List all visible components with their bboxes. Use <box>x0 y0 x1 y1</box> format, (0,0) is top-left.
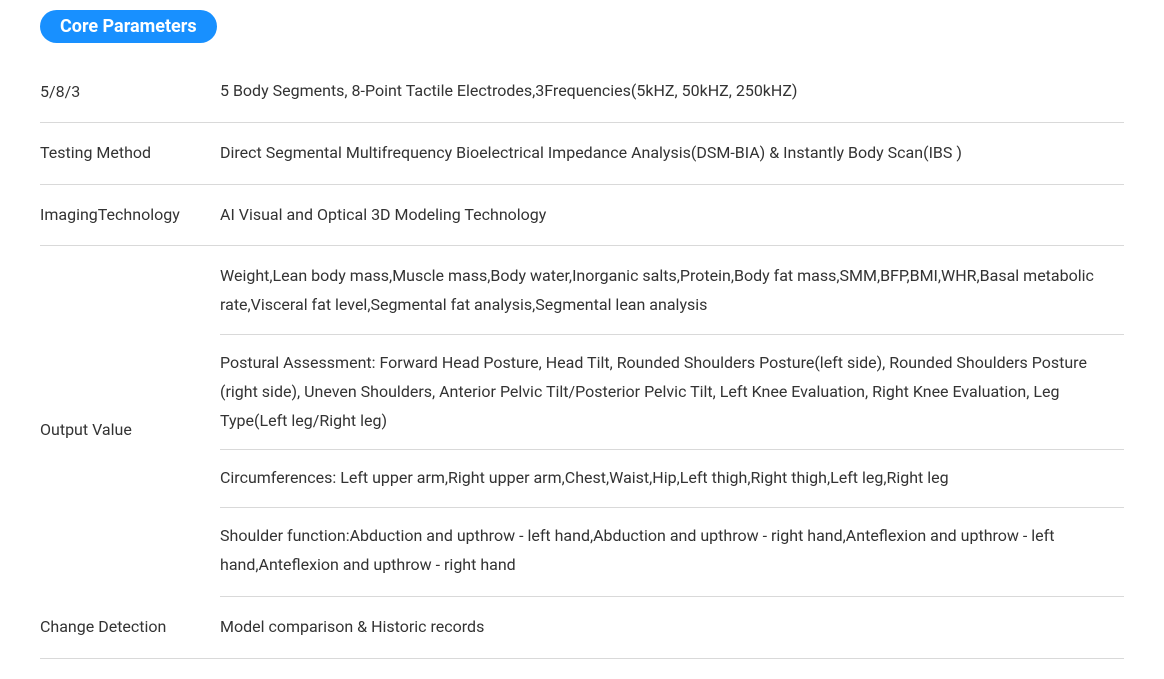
row-subvalue: Circumferences: Left upper arm,Right upp… <box>220 450 1124 508</box>
row-value: AI Visual and Optical 3D Modeling Techno… <box>220 201 1124 230</box>
row-subvalue: Shoulder function:Abduction and upthrow … <box>220 508 1124 597</box>
row-subvalue: Postural Assessment: Forward Head Postur… <box>220 335 1124 450</box>
section-title-badge: Core Parameters <box>40 10 217 43</box>
row-label: Output Value <box>40 262 220 596</box>
row-label: 5/8/3 <box>40 77 220 106</box>
row-label: Testing Method <box>40 139 220 168</box>
table-row: ImagingTechnology AI Visual and Optical … <box>40 185 1124 247</box>
table-row: Output Value Weight,Lean body mass,Muscl… <box>40 246 1124 596</box>
table-row: 5/8/3 5 Body Segments, 8-Point Tactile E… <box>40 61 1124 123</box>
table-row: Testing Method Direct Segmental Multifre… <box>40 123 1124 185</box>
row-subvalue: Weight,Lean body mass,Muscle mass,Body w… <box>220 262 1124 335</box>
parameters-table: 5/8/3 5 Body Segments, 8-Point Tactile E… <box>40 61 1124 659</box>
row-value: Model comparison & Historic records <box>220 613 1124 642</box>
row-value-group: Weight,Lean body mass,Muscle mass,Body w… <box>220 262 1124 596</box>
row-label: ImagingTechnology <box>40 201 220 230</box>
row-value: Direct Segmental Multifrequency Bioelect… <box>220 139 1124 168</box>
table-row: Change Detection Model comparison & Hist… <box>40 597 1124 659</box>
row-label: Change Detection <box>40 613 220 642</box>
row-value: 5 Body Segments, 8-Point Tactile Electro… <box>220 77 1124 106</box>
